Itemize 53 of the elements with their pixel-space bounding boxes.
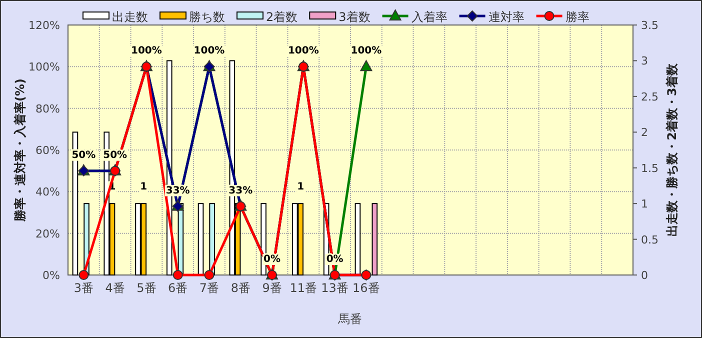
data-label: 33% [228, 185, 253, 196]
bar [198, 203, 204, 276]
y2-tick-label: 0.5 [641, 233, 658, 246]
data-label: 33% [166, 185, 190, 196]
point [204, 270, 214, 280]
data-label: 0% [326, 254, 344, 265]
x-tick-label: 3番 [74, 281, 94, 295]
data-label: 100% [288, 46, 319, 57]
legend-label: 連対率 [488, 10, 524, 24]
bar [354, 203, 361, 276]
y2-tick-label: 1.5 [641, 162, 658, 175]
point [78, 270, 89, 280]
y-tick-label: 40% [36, 186, 60, 199]
y2-tick-label: 2 [641, 126, 648, 140]
y2-axis-title: 出走数・勝ち数・2着数・3着数 [665, 62, 679, 236]
y-tick-label: 60% [36, 144, 60, 157]
y-tick-label: 20% [36, 227, 60, 240]
y2-tick-label: 1 [641, 198, 648, 211]
data-label: 1 [297, 182, 304, 193]
x-tick-label: 6番 [168, 281, 188, 295]
data-label: 50% [72, 150, 96, 161]
x-tick-label: 13番 [321, 281, 348, 295]
y-tick-label: 0% [42, 269, 60, 282]
legend-label: 出走数 [112, 10, 148, 24]
y-tick-label: 100% [28, 60, 60, 74]
legend-label: 勝ち数 [189, 10, 225, 24]
point [172, 270, 183, 280]
legend-label: 2着数 [266, 10, 298, 24]
x-tick-label: 5番 [136, 281, 156, 295]
data-label: 0% [264, 254, 281, 265]
y-tick-label: 80% [36, 102, 60, 116]
legend-label: 3着数 [338, 10, 370, 24]
data-label: 1 [140, 182, 148, 193]
y-tick-label: 120% [28, 19, 60, 32]
x-axis-title: 馬番 [337, 312, 362, 326]
y2-tick-label: 0 [641, 269, 648, 282]
x-tick-label: 11番 [290, 281, 318, 295]
data-label: 100% [350, 46, 382, 57]
x-tick-label: 7番 [199, 281, 220, 295]
data-label: 100% [194, 46, 225, 57]
x-tick-label: 9番 [262, 281, 282, 295]
y-axis-title: 勝率・連対率・入着率(%) [13, 78, 27, 222]
legend-label: 入着率 [411, 10, 448, 24]
y2-tick-label: 3 [641, 54, 648, 68]
legend-label: 勝率 [565, 10, 590, 24]
x-tick-label: 16番 [352, 281, 380, 295]
x-tick-label: 4番 [105, 281, 125, 295]
data-label: 100% [131, 46, 162, 57]
y2-tick-label: 2.5 [641, 90, 658, 104]
point [360, 60, 372, 72]
x-tick-label: 8番 [230, 281, 250, 295]
y2-tick-label: 3.5 [641, 19, 658, 32]
data-label: 50% [103, 150, 128, 161]
